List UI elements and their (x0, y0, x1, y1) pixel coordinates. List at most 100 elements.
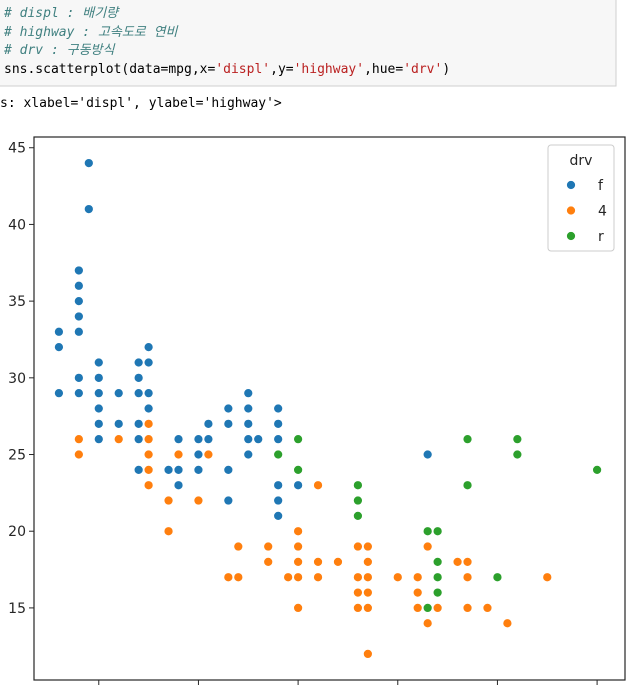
point (362, 603, 373, 613)
point (133, 464, 144, 475)
y-tick-label: 25 (8, 448, 26, 464)
point (482, 603, 493, 613)
legend-marker (566, 205, 576, 216)
point (193, 464, 204, 475)
point (173, 434, 184, 445)
point (143, 403, 154, 414)
point (83, 158, 94, 168)
point (432, 603, 443, 613)
point (243, 434, 254, 445)
point (243, 449, 254, 460)
point (143, 342, 154, 353)
point (263, 541, 274, 552)
point (73, 388, 84, 399)
point (273, 480, 284, 491)
point (93, 418, 104, 429)
point (173, 449, 184, 460)
y-tick-label: 15 (8, 601, 26, 617)
point (143, 480, 154, 491)
code-string: 'highway' (294, 62, 364, 77)
point (313, 572, 323, 583)
point (93, 434, 104, 445)
point (412, 587, 423, 598)
code-comment: # displ : 배기량 (3, 6, 120, 21)
code-token: ,y= (270, 62, 294, 77)
point (143, 418, 154, 429)
point (203, 434, 214, 445)
point (223, 572, 234, 583)
point (143, 449, 154, 460)
point (422, 541, 433, 552)
point (273, 449, 284, 460)
point (73, 311, 84, 322)
point (54, 342, 64, 353)
point (163, 526, 174, 537)
legend-title: drv (570, 153, 593, 169)
point (93, 357, 104, 368)
point (293, 526, 303, 537)
point (422, 449, 433, 460)
point (462, 603, 473, 613)
point (592, 464, 602, 475)
point (313, 557, 323, 567)
point (353, 587, 363, 598)
point (293, 464, 303, 475)
code-token: ,hue= (364, 62, 403, 77)
point (93, 388, 104, 399)
point (273, 495, 284, 506)
point (173, 464, 184, 475)
point (362, 649, 373, 659)
point (163, 464, 174, 475)
point (223, 464, 234, 475)
point (133, 418, 144, 429)
point (293, 434, 303, 445)
point (462, 572, 473, 583)
y-tick-label: 20 (8, 524, 26, 540)
point (412, 572, 423, 583)
point (492, 572, 503, 583)
point (462, 434, 473, 445)
point (54, 326, 64, 337)
legend-label: r (598, 229, 604, 245)
output-text: s: xlabel='displ', ylabel='highway'> (0, 96, 282, 111)
y-tick-label: 45 (8, 141, 26, 157)
point (73, 265, 84, 276)
point (73, 449, 84, 460)
point (293, 572, 303, 583)
point (512, 449, 523, 460)
legend-box (547, 144, 615, 252)
point (93, 403, 104, 414)
point (243, 388, 254, 399)
y-tick-label: 30 (8, 371, 26, 387)
point (362, 572, 373, 583)
point (133, 372, 144, 383)
point (452, 557, 463, 567)
point (353, 572, 363, 583)
code-cell[interactable] (0, 0, 617, 87)
point (512, 434, 523, 445)
point (113, 388, 124, 399)
point (273, 418, 284, 429)
point (502, 618, 513, 629)
point (293, 541, 303, 552)
point (193, 434, 204, 445)
point (73, 434, 84, 445)
legend-label: 4 (598, 204, 607, 220)
point (432, 572, 443, 583)
y-tick-label: 35 (8, 294, 26, 310)
point (203, 418, 214, 429)
point (353, 510, 363, 521)
point (353, 603, 363, 613)
point (362, 587, 373, 598)
point (273, 510, 284, 521)
point (163, 495, 174, 506)
point (333, 557, 343, 567)
point (173, 480, 184, 491)
point (283, 572, 294, 583)
code-comment: # drv : 구동방식 (3, 43, 115, 58)
point (73, 372, 84, 383)
legend-marker (566, 180, 576, 190)
point (143, 357, 154, 368)
